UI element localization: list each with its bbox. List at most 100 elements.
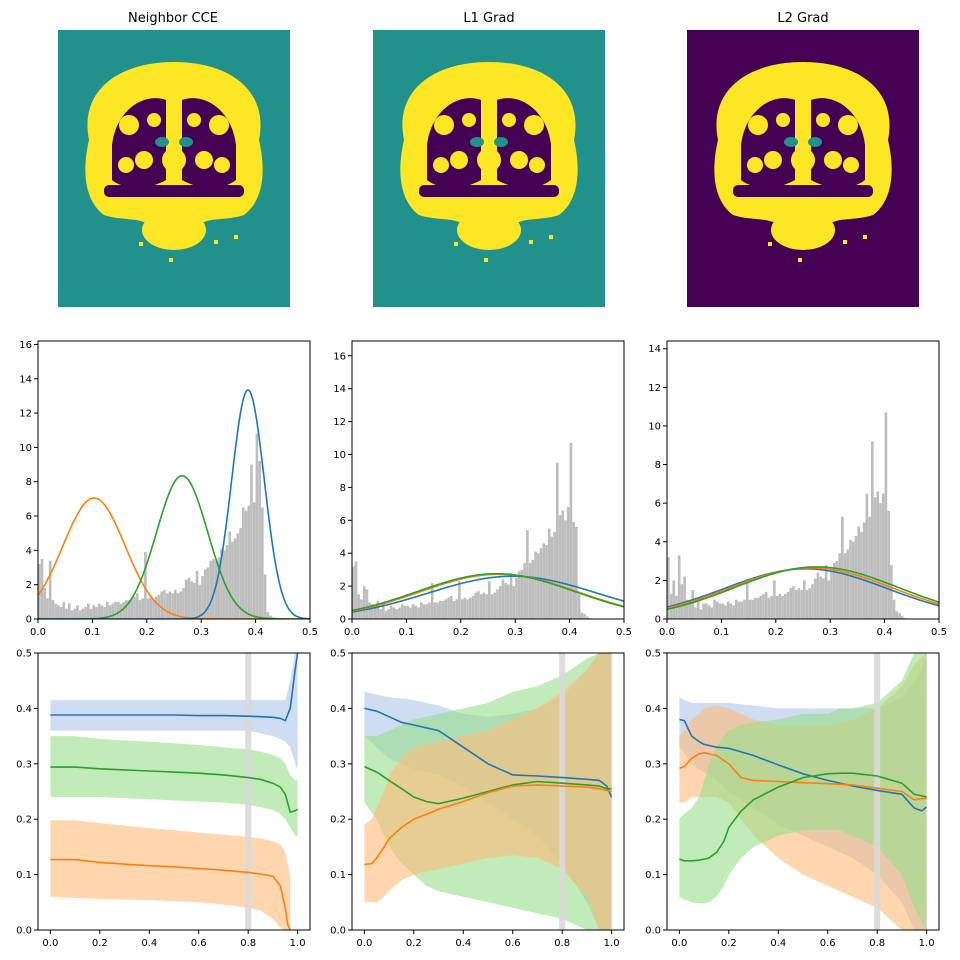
histogram-bar <box>179 591 183 619</box>
gyrus <box>434 115 454 135</box>
gyrus <box>747 157 763 173</box>
gyrus <box>524 115 544 135</box>
histogram-bar <box>800 590 803 619</box>
histogram-bar <box>832 563 836 619</box>
x-tick-label: 1.0 <box>290 938 306 949</box>
histogram-bar <box>239 528 242 619</box>
histogram-bar <box>76 605 79 619</box>
y-tick-label: 4 <box>655 537 661 548</box>
histogram-bar <box>217 557 221 619</box>
y-tick-label: 12 <box>333 417 346 428</box>
histogram-bar <box>92 605 96 619</box>
histogram-bar <box>547 528 551 619</box>
histogram-bar <box>449 595 453 619</box>
y-tick-label: 0.2 <box>16 815 32 826</box>
histogram-bar <box>721 603 725 619</box>
histogram-bar <box>672 580 676 619</box>
histogram-bar <box>677 555 681 619</box>
plot-area <box>50 653 299 930</box>
speck <box>843 240 847 244</box>
x-tick-label: 0.6 <box>505 938 521 949</box>
histogram-bar <box>444 599 448 619</box>
histogram-bar <box>881 493 885 619</box>
gaussian-curve <box>38 389 310 619</box>
histogram-bar <box>220 548 223 619</box>
histogram-neighbor-cce: 0.0 0.1 0.2 0.3 0.4 0.5 0 2 4 6 8 10 12 14 16 <box>19 340 318 638</box>
x-tick-label: 0.8 <box>240 938 256 949</box>
histogram-bar <box>468 597 472 619</box>
y-tick-label: 14 <box>19 374 32 385</box>
histogram-bar <box>263 574 267 619</box>
histogram-bar <box>362 586 366 619</box>
x-tick-label: 0.2 <box>453 627 469 638</box>
ventricle-left <box>784 137 798 147</box>
axes-frame <box>666 652 940 931</box>
y-tick-label: 0.2 <box>645 815 661 826</box>
y-tick-label: 0.1 <box>330 870 346 881</box>
plot-area <box>679 653 928 930</box>
cerebellum <box>771 210 835 250</box>
gyri <box>747 113 859 173</box>
histogram-bar <box>174 589 177 619</box>
y-tick-label: 2 <box>340 582 346 593</box>
y-tick-label: 0 <box>26 615 32 626</box>
x-tick-label: 0.4 <box>455 938 471 949</box>
histogram-bar <box>718 603 722 619</box>
speck <box>454 242 458 246</box>
histogram-bar <box>813 578 817 619</box>
histogram-bar <box>233 538 237 619</box>
histogram-bar <box>184 579 188 619</box>
y-tick-label: 0.1 <box>16 870 32 881</box>
histogram-bar <box>694 607 697 619</box>
ventricle-right <box>808 137 822 147</box>
y-tick-label: 0.3 <box>330 759 346 770</box>
histogram-bar <box>439 600 442 619</box>
mean-line <box>364 765 612 805</box>
gyrus <box>195 151 213 169</box>
x-tick-label: 0.6 <box>191 938 207 949</box>
histogram-bar <box>365 589 369 619</box>
gyrus <box>119 115 139 135</box>
histogram-bar <box>770 595 773 619</box>
histogram-bar <box>387 609 390 619</box>
histogram-bar <box>111 603 115 619</box>
y-tick-label: 10 <box>333 450 346 461</box>
confidence-band <box>679 653 927 930</box>
x-tick-label: 1.0 <box>604 938 620 949</box>
y-tick-label: 12 <box>648 383 661 394</box>
histogram-bar <box>354 561 358 619</box>
gyrus <box>147 113 161 127</box>
temporal-band <box>104 185 244 197</box>
histogram-bar <box>100 605 104 619</box>
histogram-bar <box>838 553 841 619</box>
histogram-bar <box>683 576 686 619</box>
y-tick-label: 4 <box>26 546 32 557</box>
threshold-line <box>559 653 566 930</box>
histogram-bar <box>792 586 795 619</box>
y-tick-label: 0.4 <box>16 704 32 715</box>
histogram-bar <box>884 412 888 619</box>
x-tick-label: 0.8 <box>554 938 570 949</box>
mean-line <box>50 653 299 722</box>
ventricle-right <box>179 137 193 147</box>
temporal-band <box>733 185 873 197</box>
histogram-bar <box>141 598 144 619</box>
histogram-bar <box>488 581 491 619</box>
x-tick-label: 0.5 <box>616 627 632 638</box>
histogram-bar <box>479 594 483 619</box>
threshold-line <box>874 653 881 930</box>
histogram-bar <box>759 595 763 619</box>
brain-mask <box>85 62 263 262</box>
histogram-bar <box>70 610 74 619</box>
histogram-bar <box>214 560 218 619</box>
y-tick-label: 0.5 <box>330 649 346 660</box>
histogram-bar <box>474 592 478 619</box>
histogram-bar <box>430 582 434 619</box>
histogram-bar <box>48 560 52 619</box>
y-tick-label: 2 <box>655 576 661 587</box>
histogram-bar <box>206 567 210 619</box>
x-tick-label: 0.2 <box>92 938 108 949</box>
gyri <box>118 113 230 173</box>
histogram-bar <box>228 531 232 619</box>
